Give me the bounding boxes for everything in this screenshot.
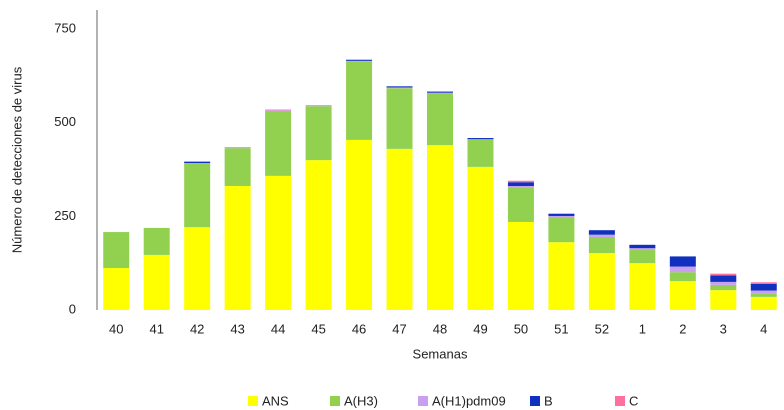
bar-segment <box>305 106 332 161</box>
bar-segment <box>750 293 777 297</box>
x-tick-label: 44 <box>271 321 285 336</box>
bar-segment <box>588 234 615 237</box>
x-tick-label: 52 <box>595 321 609 336</box>
bar-segment <box>386 148 413 310</box>
bar-segment <box>548 242 575 310</box>
bar-segment <box>548 213 575 216</box>
legend-swatch <box>248 396 258 406</box>
bar-segment <box>750 283 777 291</box>
y-tick-label: 750 <box>54 20 76 35</box>
bar-segment <box>305 160 332 310</box>
bar-segment <box>184 163 211 164</box>
bar-segment <box>750 290 777 294</box>
bar-segment <box>507 187 534 222</box>
y-tick-label: 500 <box>54 114 76 129</box>
x-tick-label: 48 <box>433 321 447 336</box>
bar-segment <box>710 290 737 310</box>
bar-segment <box>184 163 211 228</box>
legend-label: ANS <box>262 393 289 408</box>
bar-segment <box>265 111 292 176</box>
bar-segment <box>265 175 292 310</box>
bar-segment <box>629 248 656 251</box>
bar-segment <box>305 105 332 107</box>
x-tick-label: 1 <box>639 321 646 336</box>
bar-segment <box>588 253 615 310</box>
bar-segment <box>710 284 737 291</box>
legend-label: A(H1)pdm09 <box>432 393 506 408</box>
bar-segment <box>224 148 251 186</box>
bar-segment <box>467 166 494 310</box>
x-tick-label: 3 <box>720 321 727 336</box>
y-axis-label: Número de detecciones de virus <box>9 66 24 253</box>
bar-segment <box>467 138 494 140</box>
bar-segment <box>386 87 413 89</box>
bar-segment <box>143 254 170 310</box>
bar-segment <box>669 266 696 273</box>
x-tick-label: 4 <box>760 321 767 336</box>
bar-segment <box>224 147 251 149</box>
bar-segment <box>346 139 373 310</box>
bar-segment <box>386 86 413 88</box>
legend-label: B <box>544 393 553 408</box>
bar-segment <box>710 273 737 276</box>
bar-segment <box>669 281 696 310</box>
y-tick-label: 0 <box>69 301 76 316</box>
legend-swatch <box>530 396 540 406</box>
bar-segment <box>750 282 777 284</box>
bar-segment <box>467 139 494 167</box>
bar-segment <box>629 244 656 249</box>
x-tick-label: 45 <box>311 321 325 336</box>
x-tick-label: 43 <box>230 321 244 336</box>
x-tick-label: 2 <box>679 321 686 336</box>
bar-segment <box>346 60 373 62</box>
bar-segment <box>507 180 534 183</box>
x-tick-label: 41 <box>149 321 163 336</box>
x-tick-label: 47 <box>392 321 406 336</box>
y-tick-label: 250 <box>54 208 76 223</box>
bar-segment <box>346 61 373 140</box>
bar-segment <box>224 185 251 310</box>
legend-swatch <box>418 396 428 406</box>
bar-segment <box>265 109 292 111</box>
bar-segment <box>184 227 211 310</box>
bar-segment <box>427 93 453 146</box>
bar-segment <box>143 227 170 255</box>
bar-segment <box>184 161 211 164</box>
bar-segment <box>386 88 413 149</box>
legend-label: A(H3) <box>344 393 378 408</box>
x-tick-label: 42 <box>190 321 204 336</box>
x-tick-label: 50 <box>514 321 528 336</box>
bar-segment <box>548 215 575 218</box>
bar-segment <box>629 263 656 310</box>
bar-segment <box>427 145 453 310</box>
bar-segment <box>103 232 130 269</box>
bar-segment <box>265 110 292 112</box>
bar-segment <box>548 217 575 243</box>
bar-segment <box>750 296 777 310</box>
legend-swatch <box>615 396 625 406</box>
bar-segment <box>507 221 534 310</box>
legend-label: C <box>629 393 638 408</box>
legend-swatch <box>330 396 340 406</box>
bar-segment <box>507 182 534 186</box>
bar-segment <box>103 268 130 310</box>
bar-segment <box>427 91 453 93</box>
bar-segment <box>588 236 615 254</box>
x-axis-label: Semanas <box>413 346 468 361</box>
x-tick-label: 49 <box>473 321 487 336</box>
bar-segment <box>588 230 615 235</box>
bar-segment <box>346 59 373 61</box>
x-tick-label: 51 <box>554 321 568 336</box>
bar-segment <box>629 250 656 264</box>
bar-segment <box>669 272 696 282</box>
x-tick-label: 46 <box>352 321 366 336</box>
x-tick-label: 40 <box>109 321 123 336</box>
bar-segment <box>710 281 737 285</box>
bar-segment <box>507 185 534 188</box>
bar-segment <box>669 256 696 267</box>
bar-segment <box>710 275 737 282</box>
